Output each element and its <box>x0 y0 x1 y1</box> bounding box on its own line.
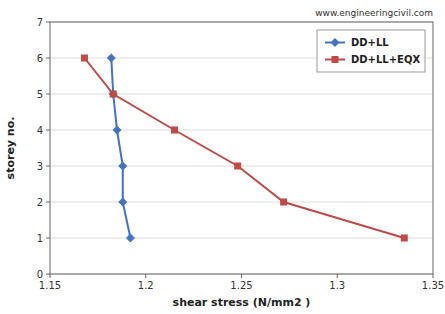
legend-marker <box>332 56 339 63</box>
chart: 1.15 1.2 1.25 1.3 1.35 0 1 2 3 4 5 6 7 shear stress (… <box>0 0 445 314</box>
grid-line <box>50 94 433 95</box>
point <box>109 90 118 99</box>
point <box>118 198 127 207</box>
y-tick-label: 2 <box>37 197 43 208</box>
grid-line <box>50 130 433 131</box>
y-tick <box>46 166 50 167</box>
axes: 1.15 1.2 1.25 1.3 1.35 0 1 2 3 4 5 6 7 <box>37 17 445 292</box>
point <box>280 199 287 206</box>
y-tick <box>46 274 50 275</box>
legend-box <box>317 30 425 72</box>
grid <box>50 22 433 274</box>
point <box>110 91 117 98</box>
legend-label: DD+LL+EQX <box>351 54 420 65</box>
legend: DD+LL DD+LL+EQX <box>317 30 425 72</box>
x-tick <box>145 274 146 278</box>
x-tick <box>337 274 338 278</box>
y-tick <box>46 94 50 95</box>
series-group <box>81 54 408 243</box>
y-tick <box>46 22 50 23</box>
y-tick-label: 5 <box>37 89 43 100</box>
x-tick-label: 1.3 <box>329 280 345 291</box>
x-axis-label: shear stress (N/mm2 ) <box>173 296 311 309</box>
x-tick-label: 1.15 <box>39 280 61 291</box>
legend-label: DD+LL <box>351 37 389 48</box>
legend-marker <box>331 38 340 47</box>
x-tick <box>50 274 51 278</box>
point <box>401 235 408 242</box>
x-tick-label: 1.25 <box>230 280 252 291</box>
y-tick-label: 7 <box>37 17 43 28</box>
grid-line <box>50 202 433 203</box>
plot-frame <box>50 22 433 274</box>
y-tick-label: 0 <box>37 269 43 280</box>
point <box>118 162 127 171</box>
x-tick <box>433 274 434 278</box>
y-tick-label: 6 <box>37 53 43 64</box>
series-line <box>111 58 130 238</box>
y-tick-label: 3 <box>37 161 43 172</box>
y-tick-label: 1 <box>37 233 43 244</box>
point <box>81 55 88 62</box>
x-tick-label: 1.35 <box>422 280 444 291</box>
y-tick <box>46 202 50 203</box>
y-tick <box>46 130 50 131</box>
grid-line <box>50 238 433 239</box>
point <box>126 234 135 243</box>
x-tick-label: 1.2 <box>138 280 154 291</box>
point <box>171 127 178 134</box>
point <box>234 163 241 170</box>
series-line <box>84 58 404 238</box>
point <box>113 126 122 135</box>
grid-line <box>50 166 433 167</box>
y-tick <box>46 238 50 239</box>
y-tick <box>46 58 50 59</box>
x-tick <box>241 274 242 278</box>
y-axis-label: storey no. <box>4 117 17 180</box>
annotation: www.engineeringcivil.com <box>315 8 433 18</box>
y-tick-label: 4 <box>37 125 43 136</box>
point <box>107 54 116 63</box>
